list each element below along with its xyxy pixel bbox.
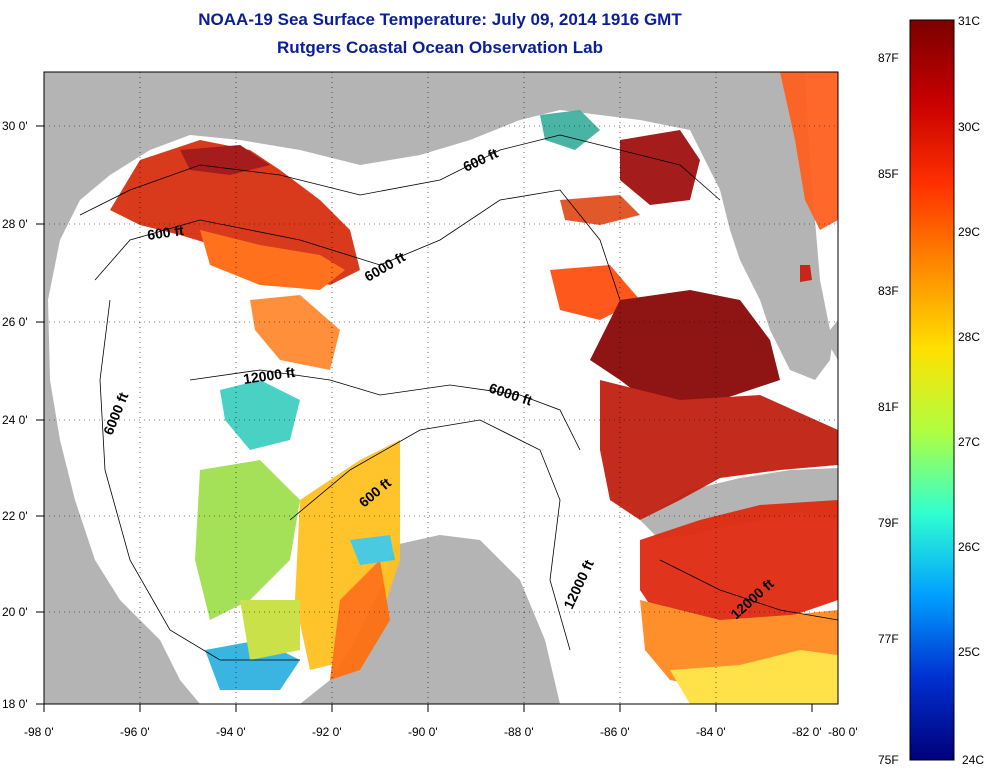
colorbar (909, 19, 955, 761)
lat-tick-label: 18 0' (2, 697, 28, 711)
colorbar-celsius-label: 30C (958, 120, 980, 134)
colorbar-celsius-label: 25C (958, 645, 980, 659)
graticule (44, 72, 838, 704)
colorbar-celsius-label: 24C (962, 753, 984, 767)
lat-tick-label: 28 0' (2, 217, 28, 231)
lon-tick-label: -86 0' (600, 725, 630, 739)
lat-tick-label: 26 0' (2, 315, 28, 329)
lon-tick-label: -82 0' (792, 725, 822, 739)
colorbar-celsius-label: 28C (958, 330, 980, 344)
lon-tick-label: -96 0' (120, 725, 150, 739)
sst-patches (110, 72, 838, 704)
colorbar-fahrenheit-label: 81F (878, 400, 899, 414)
colorbar-fahrenheit-label: 79F (878, 516, 899, 530)
contour-label: 12000 ft (242, 364, 296, 387)
map-frame (43, 71, 839, 705)
lat-tick-label: 20 0' (2, 605, 28, 619)
colorbar-celsius-label: 31C (958, 14, 980, 28)
colorbar-fahrenheit-label: 75F (878, 753, 899, 767)
lon-tick-label: -90 0' (408, 725, 438, 739)
bathymetry-contours (79, 134, 838, 661)
map-title: NOAA-19 Sea Surface Temperature: July 09… (198, 10, 682, 29)
colorbar-fahrenheit-label: 87F (878, 51, 899, 65)
lon-tick-label: -80 0' (828, 725, 858, 739)
contour-label: 600 ft (146, 222, 185, 243)
tick-marks (36, 125, 813, 712)
lat-tick-label: 30 0' (2, 119, 28, 133)
colorbar-celsius-label: 29C (958, 225, 980, 239)
lat-tick-label: 24 0' (2, 413, 28, 427)
colorbar-fahrenheit-label: 77F (878, 632, 899, 646)
lon-tick-label: -98 0' (24, 725, 54, 739)
cuba-land (640, 468, 838, 540)
lon-tick-label: -94 0' (216, 725, 246, 739)
yucatan-land (380, 535, 560, 704)
colorbar-fahrenheit-label: 85F (878, 167, 899, 181)
colorbar-celsius-label: 26C (958, 540, 980, 554)
colorbar-celsius-label: 27C (958, 435, 980, 449)
colorbar-fahrenheit-label: 83F (878, 284, 899, 298)
lon-tick-label: -88 0' (504, 725, 534, 739)
map-subtitle: Rutgers Coastal Ocean Observation Lab (277, 38, 603, 57)
lon-tick-label: -84 0' (696, 725, 726, 739)
lon-tick-label: -92 0' (312, 725, 342, 739)
lat-tick-label: 22 0' (2, 509, 28, 523)
